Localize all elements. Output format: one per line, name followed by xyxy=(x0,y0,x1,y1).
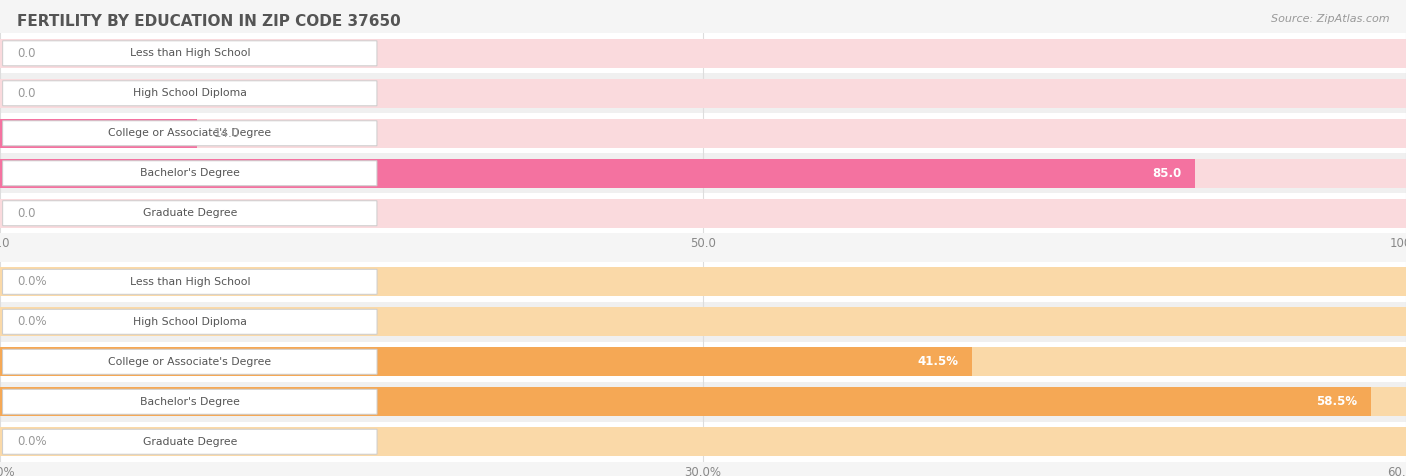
FancyBboxPatch shape xyxy=(3,389,377,414)
Bar xyxy=(0,119,197,148)
Text: Graduate Degree: Graduate Degree xyxy=(142,436,238,447)
Bar xyxy=(0,268,1406,296)
Text: 58.5%: 58.5% xyxy=(1316,395,1357,408)
Text: 0.0: 0.0 xyxy=(17,207,35,220)
FancyBboxPatch shape xyxy=(3,309,377,334)
FancyBboxPatch shape xyxy=(3,429,377,454)
Text: Source: ZipAtlas.com: Source: ZipAtlas.com xyxy=(1271,14,1389,24)
Text: College or Associate's Degree: College or Associate's Degree xyxy=(108,128,271,139)
Text: High School Diploma: High School Diploma xyxy=(134,317,246,327)
FancyBboxPatch shape xyxy=(3,41,377,66)
Bar xyxy=(0,119,1406,148)
Bar xyxy=(0,193,1406,233)
Text: Less than High School: Less than High School xyxy=(129,277,250,287)
FancyBboxPatch shape xyxy=(3,121,377,146)
Text: 85.0: 85.0 xyxy=(1152,167,1181,180)
FancyBboxPatch shape xyxy=(3,201,377,226)
FancyBboxPatch shape xyxy=(3,161,377,186)
Text: 0.0%: 0.0% xyxy=(17,435,46,448)
Bar xyxy=(0,302,1406,342)
Bar xyxy=(0,113,1406,153)
Bar xyxy=(0,347,973,376)
Text: High School Diploma: High School Diploma xyxy=(134,88,246,99)
Bar xyxy=(0,422,1406,462)
Bar xyxy=(0,199,1406,228)
Text: Bachelor's Degree: Bachelor's Degree xyxy=(139,168,240,178)
Bar xyxy=(0,73,1406,113)
Bar xyxy=(0,387,1406,416)
Bar xyxy=(0,39,1406,68)
Bar xyxy=(0,79,1406,108)
Bar xyxy=(0,382,1406,422)
Text: 41.5%: 41.5% xyxy=(918,355,959,368)
Bar xyxy=(0,387,1371,416)
Bar xyxy=(0,262,1406,302)
Text: Bachelor's Degree: Bachelor's Degree xyxy=(139,397,240,407)
Text: 0.0: 0.0 xyxy=(17,87,35,100)
Text: 0.0%: 0.0% xyxy=(17,275,46,288)
Text: College or Associate's Degree: College or Associate's Degree xyxy=(108,357,271,367)
Text: 0.0%: 0.0% xyxy=(17,315,46,328)
Bar xyxy=(0,159,1406,188)
Text: 14.0: 14.0 xyxy=(214,127,240,140)
Text: 0.0: 0.0 xyxy=(17,47,35,60)
Bar xyxy=(0,347,1406,376)
Bar xyxy=(0,342,1406,382)
Text: Less than High School: Less than High School xyxy=(129,48,250,59)
Bar xyxy=(0,307,1406,336)
Text: Graduate Degree: Graduate Degree xyxy=(142,208,238,218)
Bar xyxy=(0,159,1195,188)
FancyBboxPatch shape xyxy=(3,269,377,294)
Bar xyxy=(0,153,1406,193)
Bar xyxy=(0,33,1406,73)
FancyBboxPatch shape xyxy=(3,81,377,106)
FancyBboxPatch shape xyxy=(3,349,377,374)
Text: FERTILITY BY EDUCATION IN ZIP CODE 37650: FERTILITY BY EDUCATION IN ZIP CODE 37650 xyxy=(17,14,401,30)
Bar xyxy=(0,427,1406,456)
